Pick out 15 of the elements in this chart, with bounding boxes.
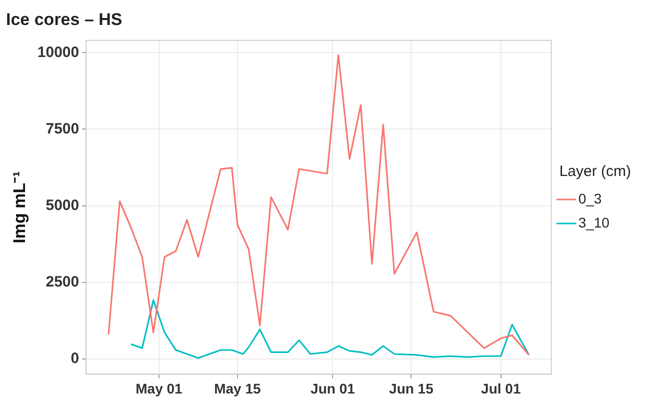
x-tick-label: Jun 15: [389, 380, 434, 396]
y-tick-label: 2500: [46, 273, 80, 290]
legend-label: 0_3: [578, 190, 602, 206]
y-axis-title: Img mL⁻¹: [10, 170, 29, 244]
chart-title: Ice cores – HS: [6, 10, 122, 29]
legend-title: Layer (cm): [559, 163, 632, 180]
y-tick-label: 0: [70, 350, 80, 368]
y-tick-label: 7500: [46, 120, 80, 138]
x-tick-label: Jun 01: [310, 380, 356, 396]
y-tick-label: 10000: [37, 44, 80, 61]
x-tick-label: May 01: [136, 380, 183, 396]
x-tick-label: Jul 01: [481, 380, 521, 396]
legend-label: 3_10: [578, 214, 610, 230]
y-tick-label: 5000: [46, 196, 80, 214]
x-tick-label: May 15: [214, 380, 262, 396]
